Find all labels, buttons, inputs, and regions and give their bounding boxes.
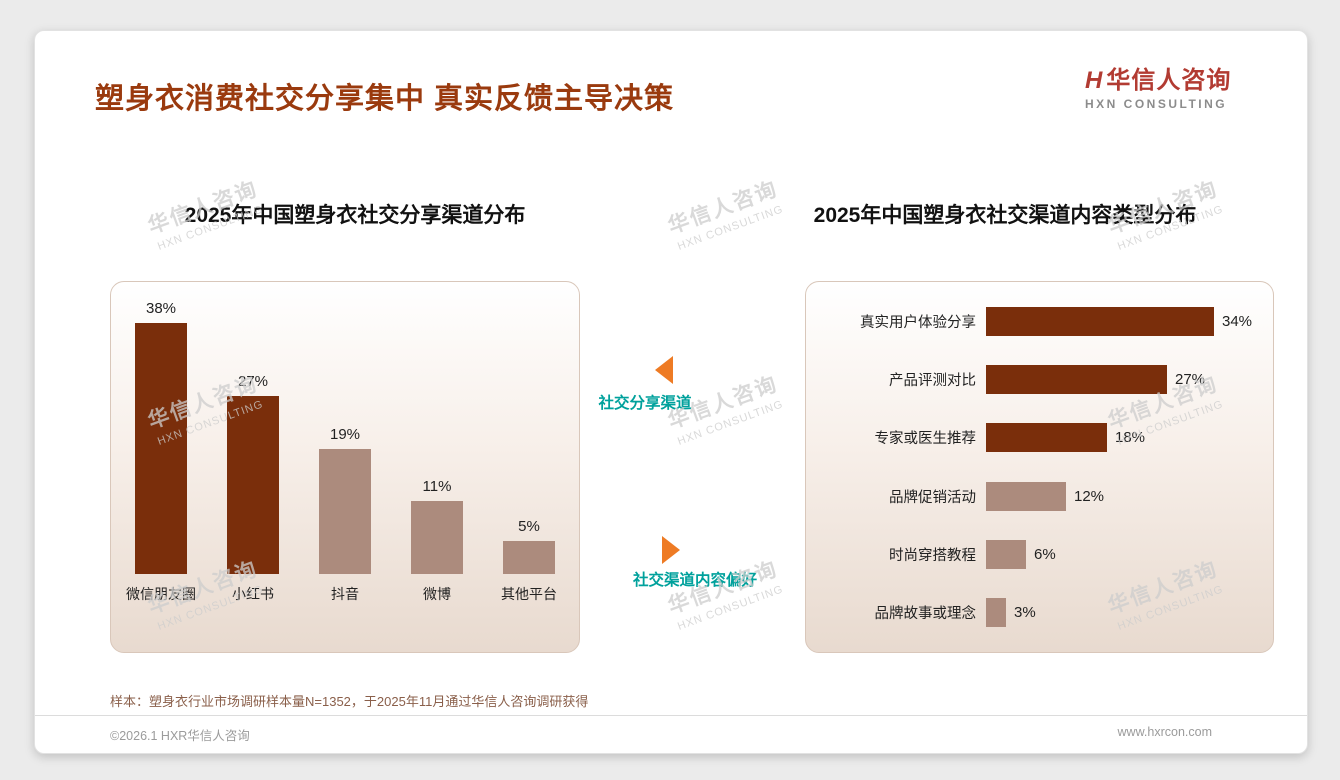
vbar-group: 27% 小红书	[226, 373, 280, 604]
bar-value-label: 5%	[518, 518, 540, 535]
bar-category-label: 抖音	[331, 586, 359, 602]
bar-value-label: 6%	[1034, 545, 1056, 563]
bar	[986, 306, 1214, 336]
bar-value-label: 19%	[329, 426, 361, 443]
vbar-group: 38% 微信朋友圈	[126, 300, 196, 604]
left-chart-panel: 38% 微信朋友圈 27% 小红书 19% 抖音 11% 微博 5% 其他平台	[110, 281, 580, 653]
bar-value-label: 11%	[422, 478, 452, 495]
left-chart-title: 2025年中国塑身衣社交分享渠道分布	[184, 204, 526, 227]
vertical-bar-plot: 38% 微信朋友圈 27% 小红书 19% 抖音 11% 微博 5% 其他平台	[111, 298, 579, 652]
vbar-group: 11% 微博	[410, 478, 464, 604]
footer-divider	[35, 715, 1307, 716]
bar	[503, 541, 555, 574]
bar-value-label: 27%	[237, 373, 269, 390]
hbar-group: 产品评测对比 27%	[824, 364, 1261, 394]
right-chart-panel: 真实用户体验分享 34% 产品评测对比 27% 专家或医生推荐 18% 品牌促销活动 12% 时…	[805, 281, 1274, 653]
bar-value-label: 34%	[1222, 312, 1253, 330]
bar-value-label: 12%	[1074, 487, 1105, 505]
hbar-group: 品牌故事或理念 3%	[824, 598, 1261, 628]
copyright-text: ©2026.1 HXR华信人咨询	[110, 729, 250, 743]
annotation-share-channel: 社交分享渠道	[598, 395, 692, 412]
bar-category-label: 真实用户体验分享	[860, 314, 976, 331]
arrow-right-icon	[662, 536, 680, 564]
bar-category-label: 专家或医生推荐	[874, 431, 977, 448]
arrow-left-icon	[655, 356, 673, 384]
bar	[319, 449, 371, 574]
bar	[986, 539, 1026, 569]
hbar-group: 品牌促销活动 12%	[824, 481, 1261, 511]
vbar-group: 5% 其他平台	[501, 518, 557, 604]
bar	[227, 396, 279, 574]
website-text: www.hxrcon.com	[1117, 725, 1212, 739]
brand-subtitle: HXN CONSULTING	[1085, 97, 1228, 111]
hbar-group: 时尚穿搭教程 6%	[824, 539, 1261, 569]
bar-category-label: 微博	[423, 586, 451, 602]
report-slide: 塑身衣消费社交分享集中 真实反馈主导决策 H 华信人咨询 HXN CONSULT…	[34, 30, 1308, 754]
brand-name: 华信人咨询	[1106, 67, 1232, 94]
footer: ©2026.1 HXR华信人咨询 www.hxrcon.com	[110, 725, 1212, 744]
bar-category-label: 微信朋友圈	[126, 586, 196, 602]
hbar-group: 真实用户体验分享 34%	[824, 306, 1261, 336]
bar-category-label: 小红书	[232, 586, 274, 602]
bar	[986, 423, 1107, 453]
bar	[135, 323, 187, 574]
bar-category-label: 时尚穿搭教程	[889, 547, 976, 564]
annotation-content-preference: 社交渠道内容偏好	[632, 572, 757, 589]
bar-value-label: 3%	[1014, 604, 1036, 622]
vbar-group: 19% 抖音	[318, 426, 372, 604]
hbar-group: 专家或医生推荐 18%	[824, 423, 1261, 453]
brand-logo: H 华信人咨询 HXN CONSULTING	[1085, 67, 1245, 112]
bar	[986, 598, 1006, 628]
page-title: 塑身衣消费社交分享集中 真实反馈主导决策	[95, 83, 675, 115]
bar-category-label: 其他平台	[501, 586, 557, 602]
sample-note: 样本：塑身衣行业市场调研样本量N=1352，于2025年11月通过华信人咨询调研…	[110, 694, 589, 709]
bar-value-label: 27%	[1175, 370, 1206, 388]
bar-category-label: 产品评测对比	[889, 372, 976, 389]
horizontal-bar-plot: 真实用户体验分享 34% 产品评测对比 27% 专家或医生推荐 18% 品牌促销活动 12% 时…	[824, 292, 1261, 642]
right-chart-title: 2025年中国塑身衣社交渠道内容类型分布	[813, 204, 1197, 227]
bar-value-label: 38%	[145, 300, 177, 317]
bar-category-label: 品牌促销活动	[889, 489, 976, 506]
bar-category-label: 品牌故事或理念	[874, 606, 977, 623]
bar	[411, 501, 463, 574]
bar-value-label: 18%	[1115, 429, 1146, 447]
brand-mark-icon: H	[1085, 67, 1103, 94]
bar	[986, 364, 1167, 394]
bar	[986, 481, 1066, 511]
